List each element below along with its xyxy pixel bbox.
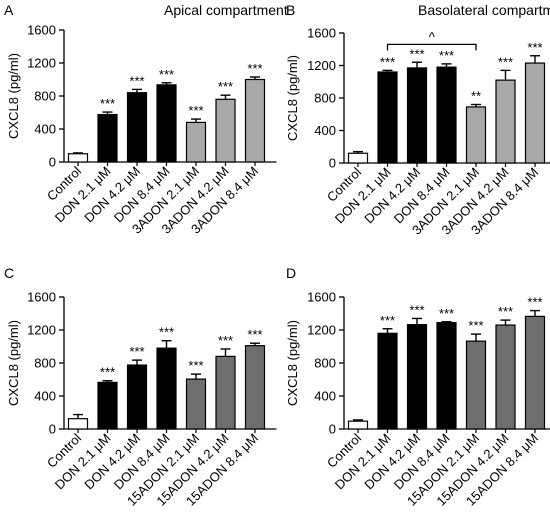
chart-panel-b: B Basolateral compartment 0 400 800 1200 1600 C… [285, 2, 550, 238]
significance-label: *** [439, 306, 454, 321]
significance-label: *** [218, 333, 233, 348]
significance-label: *** [409, 46, 424, 61]
y-tick-label: 1600 [307, 290, 336, 305]
significance-label: *** [409, 302, 424, 317]
y-tick-label: 400 [314, 389, 336, 404]
bar-3 [406, 67, 428, 164]
y-tick-label: 0 [49, 155, 56, 170]
bar-6 [495, 324, 516, 430]
panel-letter: B [286, 2, 295, 18]
y-tick-label: 400 [314, 123, 336, 138]
bar-1 [67, 418, 89, 430]
bar-7 [524, 62, 546, 164]
bar-2 [97, 113, 118, 163]
y-tick-label: 1600 [27, 23, 56, 38]
bar-5 [185, 378, 207, 430]
bar-1 [347, 152, 369, 164]
panel-letter: C [4, 265, 14, 281]
y-axis-label: CXCL8 (pg/ml) [6, 53, 21, 139]
significance-label: *** [218, 79, 233, 94]
panel-title: Apical compartment [164, 2, 288, 18]
significance-label: *** [159, 325, 174, 340]
panel-letter: D [286, 265, 296, 281]
bar-4 [156, 347, 177, 430]
y-axis-label: CXCL8 (pg/ml) [285, 320, 300, 406]
bar-6 [215, 355, 236, 430]
bracket-label: ^ [429, 29, 436, 44]
significance-label: *** [380, 54, 395, 69]
significance-label: *** [188, 103, 203, 118]
y-axis-label: CXCL8 (pg/ml) [6, 320, 21, 406]
bar-2 [97, 381, 118, 430]
significance-label: *** [439, 48, 454, 63]
bar-4 [436, 321, 457, 430]
y-tick-label: 1200 [307, 58, 336, 73]
bar-7 [244, 78, 266, 163]
bar-6 [215, 98, 236, 163]
y-tick-label: 400 [34, 389, 56, 404]
significance-label: *** [247, 327, 262, 342]
significance-label: *** [247, 61, 262, 76]
significance-label: *** [380, 313, 395, 328]
bar-1 [67, 153, 89, 163]
significance-label: *** [159, 67, 174, 82]
y-axis-label: CXCL8 (pg/ml) [285, 55, 300, 141]
significance-label: *** [188, 358, 203, 373]
bar-2 [377, 71, 398, 164]
y-tick-label: 1600 [27, 290, 56, 305]
y-tick-label: 1200 [27, 323, 56, 338]
bar-2 [377, 332, 398, 430]
y-tick-label: 800 [34, 356, 56, 371]
significance-label: *** [100, 96, 115, 111]
significance-label: *** [498, 304, 513, 319]
chart-panel-a: A Apical compartment 0 400 800 1200 1600 CXCL8 … [4, 2, 288, 237]
bar-4 [436, 66, 457, 164]
significance-label: *** [129, 344, 144, 359]
significance-label: *** [100, 365, 115, 380]
bar-3 [126, 92, 148, 163]
significance-label: *** [527, 295, 542, 310]
bar-5 [465, 340, 487, 430]
y-tick-label: 1200 [307, 323, 336, 338]
significance-label: ** [471, 89, 481, 104]
y-tick-label: 0 [49, 422, 56, 437]
bar-5 [465, 106, 487, 164]
bar-3 [126, 364, 148, 430]
y-tick-label: 0 [329, 156, 336, 171]
y-tick-label: 0 [329, 422, 336, 437]
bar-6 [495, 79, 516, 164]
significance-label: *** [468, 318, 483, 333]
y-tick-label: 400 [34, 122, 56, 137]
significance-label: *** [129, 73, 144, 88]
panel-title: Basolateral compartment [418, 2, 550, 18]
bar-5 [185, 121, 207, 163]
bar-7 [244, 345, 266, 430]
y-tick-label: 800 [34, 89, 56, 104]
significance-label: *** [498, 54, 513, 69]
bar-7 [524, 315, 546, 430]
panel-letter: A [4, 2, 14, 18]
y-tick-label: 800 [314, 91, 336, 106]
bar-1 [347, 420, 369, 430]
y-tick-label: 800 [314, 356, 336, 371]
comparison-bracket [386, 43, 477, 51]
significance-label: *** [527, 40, 542, 55]
bar-4 [156, 84, 177, 163]
y-tick-label: 1600 [307, 26, 336, 41]
bar-3 [406, 324, 428, 430]
y-tick-label: 1200 [27, 56, 56, 71]
